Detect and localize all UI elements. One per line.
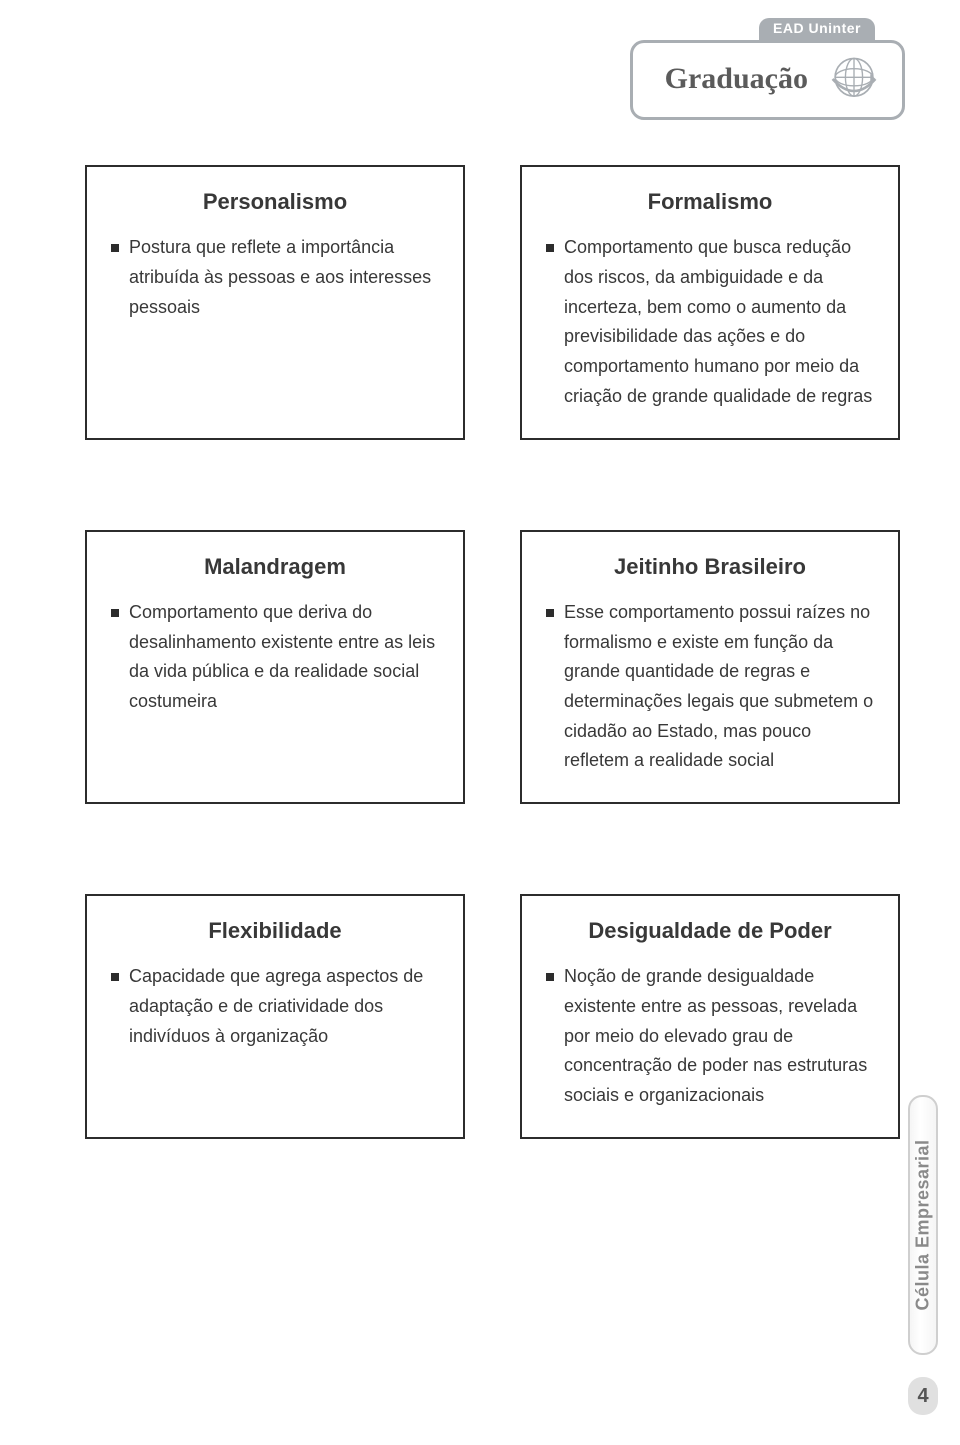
box-list: Comportamento que busca redução dos risc… bbox=[546, 233, 874, 411]
box-title: Formalismo bbox=[546, 189, 874, 215]
box-list: Noção de grande desigualdade existente e… bbox=[546, 962, 874, 1110]
box-desigualdade: Desigualdade de Poder Noção de grande de… bbox=[520, 894, 900, 1139]
box-title: Personalismo bbox=[111, 189, 439, 215]
box-jeitinho: Jeitinho Brasileiro Esse comportamento p… bbox=[520, 530, 900, 805]
header-tab: EAD Uninter bbox=[759, 18, 875, 40]
box-bullet: Comportamento que busca redução dos risc… bbox=[546, 233, 874, 411]
box-bullet: Esse comportamento possui raízes no form… bbox=[546, 598, 874, 776]
box-title: Desigualdade de Poder bbox=[546, 918, 874, 944]
page-number: 4 bbox=[908, 1377, 938, 1415]
box-bullet: Postura que reflete a importância atribu… bbox=[111, 233, 439, 322]
header-badge: EAD Uninter Graduação bbox=[630, 18, 905, 120]
side-label-text: Célula Empresarial bbox=[913, 1139, 934, 1310]
box-list: Capacidade que agrega aspectos de adapta… bbox=[111, 962, 439, 1051]
box-bullet: Capacidade que agrega aspectos de adapta… bbox=[111, 962, 439, 1051]
row-3: Flexibilidade Capacidade que agrega aspe… bbox=[85, 894, 905, 1139]
box-malandragem: Malandragem Comportamento que deriva do … bbox=[85, 530, 465, 805]
globe-icon bbox=[824, 53, 884, 105]
row-2: Malandragem Comportamento que deriva do … bbox=[85, 530, 905, 805]
box-title: Malandragem bbox=[111, 554, 439, 580]
content-rows: Personalismo Postura que reflete a impor… bbox=[85, 165, 905, 1139]
box-formalismo: Formalismo Comportamento que busca reduç… bbox=[520, 165, 900, 440]
box-list: Comportamento que deriva do desalinhamen… bbox=[111, 598, 439, 717]
box-personalismo: Personalismo Postura que reflete a impor… bbox=[85, 165, 465, 440]
row-1: Personalismo Postura que reflete a impor… bbox=[85, 165, 905, 440]
box-title: Flexibilidade bbox=[111, 918, 439, 944]
box-flexibilidade: Flexibilidade Capacidade que agrega aspe… bbox=[85, 894, 465, 1139]
header-body: Graduação bbox=[630, 40, 905, 120]
page-number-text: 4 bbox=[908, 1377, 938, 1415]
box-list: Esse comportamento possui raízes no form… bbox=[546, 598, 874, 776]
box-bullet: Noção de grande desigualdade existente e… bbox=[546, 962, 874, 1110]
header-title: Graduação bbox=[665, 62, 808, 96]
page: EAD Uninter Graduação Personalismo Postu… bbox=[0, 0, 960, 1445]
box-list: Postura que reflete a importância atribu… bbox=[111, 233, 439, 322]
box-bullet: Comportamento que deriva do desalinhamen… bbox=[111, 598, 439, 717]
box-title: Jeitinho Brasileiro bbox=[546, 554, 874, 580]
side-label: Célula Empresarial bbox=[908, 1095, 938, 1355]
